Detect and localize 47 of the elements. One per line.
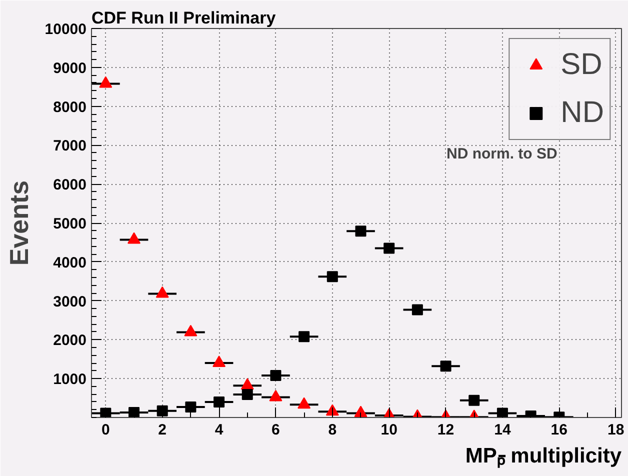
- point: [269, 390, 282, 402]
- x-tick-label: 10: [380, 422, 398, 438]
- y-tick-label: 2000: [53, 332, 87, 350]
- y-tick-label: 7000: [53, 138, 87, 155]
- legend-label: SD: [560, 47, 602, 83]
- point: [354, 406, 368, 418]
- y-tick-label: 4000: [53, 254, 87, 272]
- point: [242, 389, 253, 400]
- y-axis-title: Events: [4, 180, 34, 266]
- x-tick-label: 12: [437, 422, 454, 438]
- point: [128, 232, 141, 244]
- y-tick-label: 3000: [53, 293, 87, 310]
- point: [185, 401, 196, 412]
- x-tick-label: 14: [494, 422, 512, 438]
- point: [214, 396, 225, 408]
- chart-title: CDF Run II Preliminary: [92, 8, 276, 28]
- y-tick-label: 8000: [53, 98, 87, 116]
- point: [468, 394, 480, 406]
- point: [326, 271, 338, 282]
- y-tick-label: 5000: [53, 216, 87, 232]
- point: [270, 370, 282, 381]
- point: [384, 242, 395, 254]
- x-axis-title: MPₚ̄ multiplicity: [465, 444, 622, 468]
- legend-label: ND: [560, 95, 604, 131]
- x-tick-label: 0: [102, 422, 110, 438]
- x-tick-label: 8: [328, 422, 337, 438]
- y-tick-label: 10000: [44, 21, 87, 38]
- point: [156, 286, 169, 298]
- point: [355, 226, 366, 237]
- x-tick-label: 6: [272, 422, 280, 438]
- point: [156, 405, 168, 416]
- point: [240, 378, 254, 390]
- x-tick-label: 16: [550, 422, 568, 438]
- point: [440, 360, 452, 372]
- point: [212, 356, 226, 368]
- point: [184, 324, 198, 336]
- y-tick-label: 9000: [53, 60, 87, 77]
- x-tick-label: 4: [214, 422, 224, 438]
- point: [298, 397, 311, 409]
- point: [412, 304, 423, 316]
- x-tick-label: 18: [607, 422, 624, 438]
- y-tick-label: 1000: [53, 371, 87, 388]
- y-tick-label: 6000: [53, 176, 87, 194]
- point: [298, 331, 310, 342]
- annotation: ND norm. to SD: [446, 146, 558, 162]
- point: [128, 406, 140, 418]
- x-tick-label: 2: [158, 422, 167, 438]
